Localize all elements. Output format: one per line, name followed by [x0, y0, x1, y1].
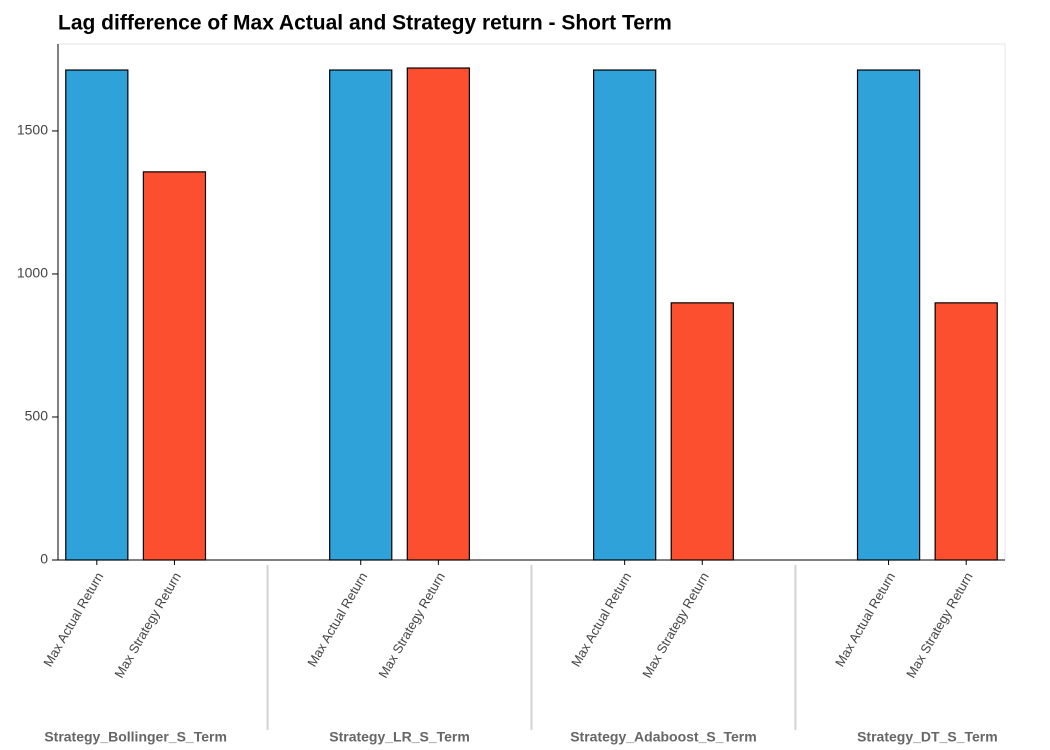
bar — [406, 67, 471, 561]
bar — [142, 171, 207, 561]
bar — [65, 69, 129, 561]
y-tick-label: 500 — [25, 408, 49, 424]
bar — [670, 302, 734, 561]
bar — [329, 69, 393, 561]
y-tick-label: 1500 — [17, 122, 48, 138]
x-subcategory-label: Max Actual Return — [304, 570, 370, 669]
x-subcategory-label: Max Strategy Return — [111, 570, 184, 681]
x-group-label: Strategy_DT_S_Term — [857, 729, 998, 745]
x-subcategory-label: Max Strategy Return — [639, 570, 712, 681]
bar — [934, 302, 998, 561]
y-tick-label: 1000 — [17, 265, 48, 281]
x-subcategory-label: Max Actual Return — [832, 570, 898, 669]
x-subcategory-label: Max Actual Return — [568, 570, 634, 669]
x-group-label: Strategy_Adaboost_S_Term — [570, 729, 756, 745]
x-subcategory-label: Max Strategy Return — [375, 570, 448, 681]
x-group-label: Strategy_Bollinger_S_Term — [44, 729, 227, 745]
x-group-label: Strategy_LR_S_Term — [329, 729, 470, 745]
bar — [592, 69, 657, 561]
x-subcategory-label: Max Actual Return — [40, 570, 106, 669]
chart-title: Lag difference of Max Actual and Strateg… — [58, 12, 672, 35]
y-tick-label: 0 — [40, 551, 48, 567]
x-subcategory-label: Max Strategy Return — [903, 570, 976, 681]
bar — [856, 69, 921, 561]
